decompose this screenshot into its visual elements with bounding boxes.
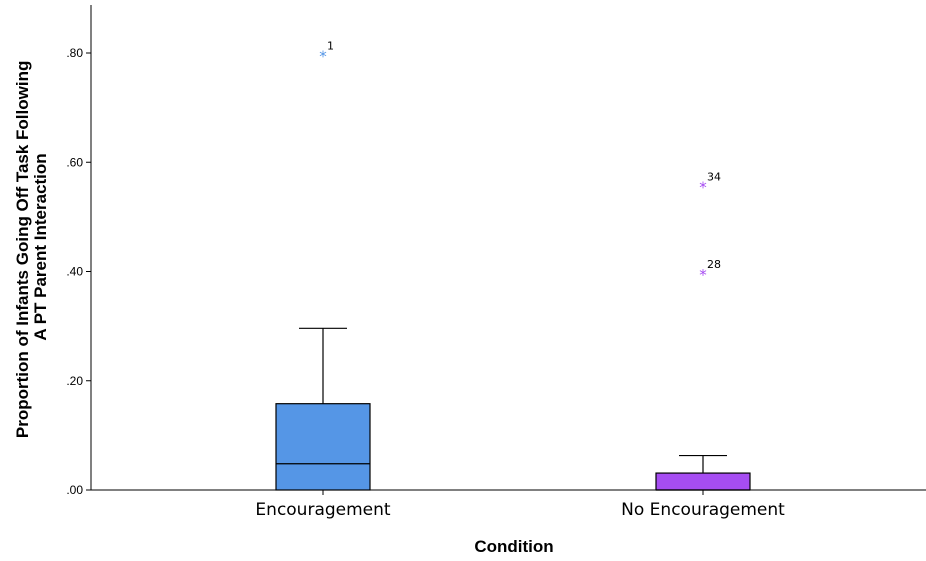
y-axis-title-line-1: Proportion of Infants Going Off Task Fol… [13, 61, 32, 438]
box-series: *1 [275, 40, 371, 491]
outlier-marker: * [699, 266, 707, 284]
y-tick-label: .60 [66, 155, 83, 169]
outlier-label: 34 [707, 170, 721, 183]
y-axis: .00 .20 .40 .60 .80 [66, 5, 92, 497]
x-tick-label: No Encouragement [621, 500, 785, 520]
box-iqr [655, 472, 751, 491]
box-group: *1*34*28 [275, 40, 751, 491]
y-axis-title: Proportion of Infants Going Off Task Fol… [13, 56, 50, 438]
outlier-label: 28 [707, 258, 721, 271]
x-axis: Encouragement No Encouragement [91, 489, 926, 520]
y-axis-title-line-2: A PT Parent Interaction [31, 153, 50, 340]
outlier-label: 1 [327, 40, 334, 53]
y-tick-label: .80 [66, 46, 83, 60]
y-tick-label: .40 [66, 265, 83, 279]
x-axis-title: Condition [474, 537, 553, 556]
box-iqr [275, 403, 371, 491]
outlier-marker: * [319, 48, 327, 66]
outlier-marker: * [699, 178, 707, 196]
y-tick-label: .20 [66, 374, 83, 388]
x-tick-label: Encouragement [255, 500, 390, 520]
y-tick-label: .00 [66, 483, 83, 497]
box-series: *34*28 [655, 170, 751, 491]
